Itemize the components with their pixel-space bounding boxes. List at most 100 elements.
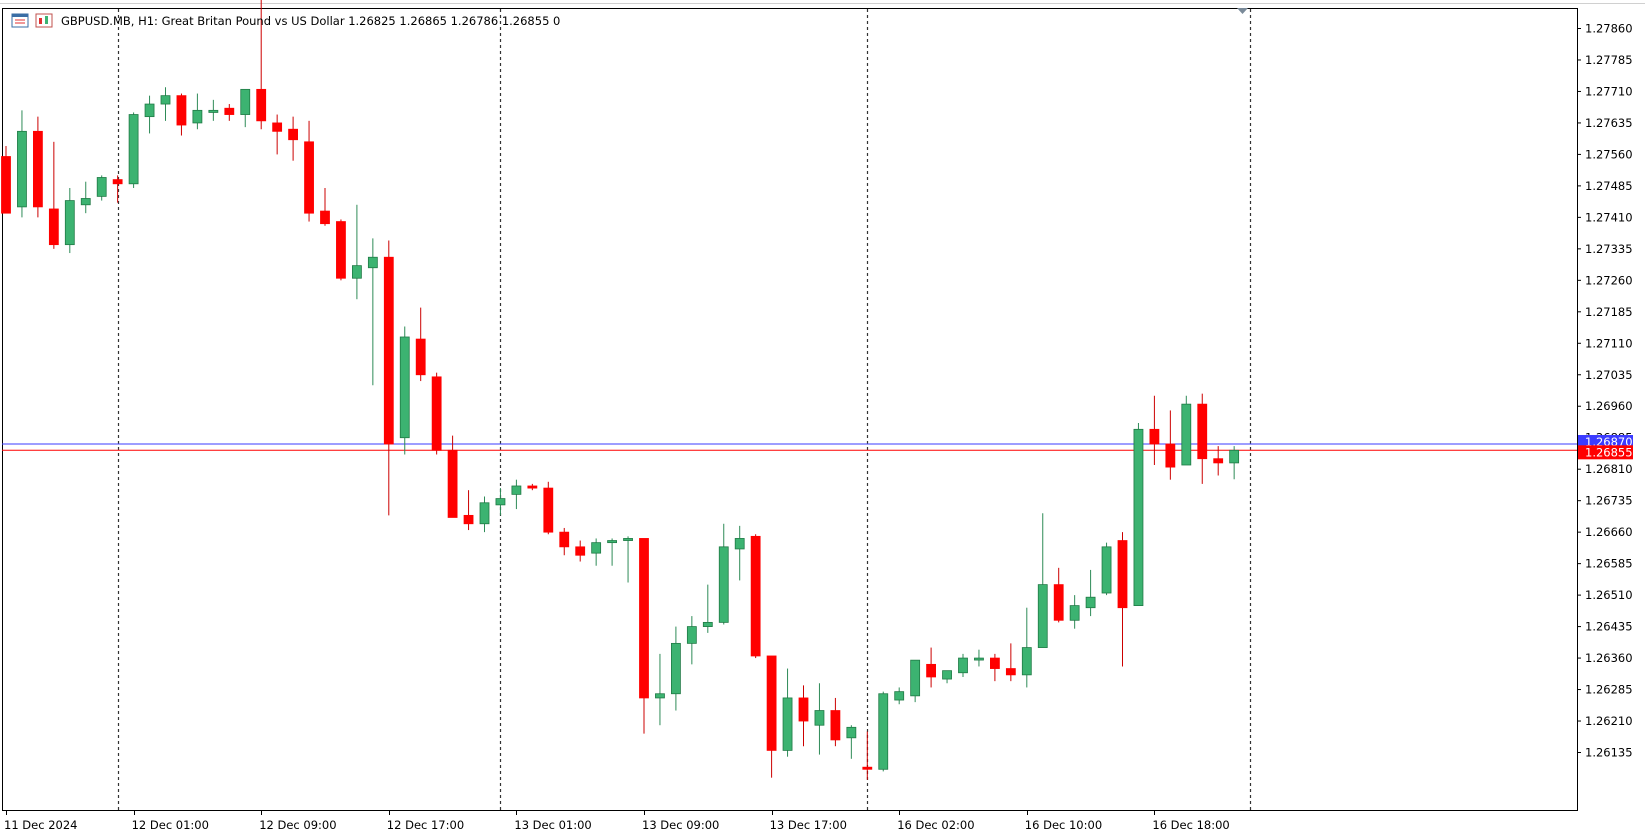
candle-body-bullish	[1229, 449, 1240, 464]
symbol-info-text: GBPUSD.MB, H1: Great Britan Pound vs US …	[61, 14, 560, 28]
candle-body-bearish	[415, 338, 426, 376]
candle	[718, 523, 729, 625]
candle-body-bullish	[192, 109, 203, 124]
chart-shift-marker-icon[interactable]	[1237, 8, 1248, 14]
candle-body-bullish	[782, 697, 793, 751]
candle	[1229, 446, 1240, 480]
price-tick-label: 1.27560	[1585, 147, 1633, 161]
candle-body-bullish	[1181, 403, 1192, 466]
candle-body-bullish	[399, 336, 410, 439]
candle	[64, 187, 75, 254]
candle-body-bullish	[1069, 605, 1080, 621]
candle-body-bullish	[814, 710, 825, 726]
price-tick-label: 1.27860	[1585, 22, 1633, 36]
day-separators	[117, 9, 1252, 810]
candle	[1085, 569, 1096, 617]
candle	[1213, 446, 1224, 476]
candle-body-bullish	[607, 540, 617, 544]
candle	[128, 112, 139, 188]
candle-body-bullish	[671, 642, 681, 695]
price-tick-label: 1.26360	[1585, 651, 1633, 665]
candle-body-bullish	[1037, 584, 1048, 648]
candle	[1101, 542, 1112, 596]
time-tick-label: 11 Dec 2024	[4, 818, 77, 832]
candle-body-bullish	[718, 546, 729, 623]
symbol-header: GBPUSD.MB, H1: Great Britan Pound vs US …	[11, 13, 560, 28]
candle-body-bearish	[288, 128, 299, 141]
candle-body-bullish	[878, 693, 889, 770]
candle	[288, 116, 299, 161]
candle-body-bullish	[1085, 596, 1096, 609]
candle	[1037, 513, 1048, 648]
candle	[671, 626, 681, 711]
candle	[399, 326, 410, 455]
candle	[1181, 395, 1192, 466]
price-axis[interactable]: 1.27860 1.27785 1.27710 1.27635 1.27560 1.274…	[1577, 22, 1633, 760]
candle	[1197, 393, 1208, 484]
candle	[224, 104, 235, 121]
time-tick-label: 16 Dec 02:00	[897, 818, 974, 832]
price-tick-label: 1.27410	[1585, 210, 1633, 224]
candle	[782, 668, 793, 757]
price-tick-label: 1.27635	[1585, 116, 1633, 130]
candle-body-bullish	[702, 621, 713, 627]
candle-body-bearish	[463, 514, 474, 525]
price-tick-label: 1.27035	[1585, 368, 1633, 382]
candle	[176, 93, 187, 136]
price-tick-label: 1.26510	[1585, 588, 1633, 602]
candle	[33, 116, 43, 218]
candle-body-bearish	[559, 531, 570, 548]
candle-body-bearish	[256, 88, 267, 122]
candle	[575, 540, 586, 562]
candle-body-bearish	[224, 107, 235, 115]
time-tick-label: 16 Dec 10:00	[1025, 818, 1102, 832]
candle-body-bullish	[1101, 546, 1112, 594]
candle-body-bullish	[910, 659, 921, 697]
price-tick-label: 1.26585	[1585, 557, 1633, 571]
candle-body-bearish	[33, 130, 43, 208]
candle	[479, 496, 490, 533]
time-axis[interactable]: 11 Dec 2024 12 Dec 01:00 12 Dec 09:00 12 De…	[4, 810, 1230, 832]
candle-body-bullish	[17, 130, 27, 208]
candle-body-bearish	[639, 538, 649, 699]
bid-price-label-text: 1.26855	[1585, 445, 1633, 459]
time-tick-label: 16 Dec 18:00	[1152, 818, 1229, 832]
time-tick-label: 12 Dec 17:00	[387, 818, 464, 832]
price-tick-label: 1.26135	[1585, 746, 1633, 760]
price-tick-label: 1.27260	[1585, 273, 1633, 287]
candle	[447, 435, 458, 518]
candle-body-bullish	[1133, 428, 1144, 607]
candle	[48, 141, 59, 249]
candle	[320, 187, 330, 226]
candle-body-bullish	[511, 485, 522, 495]
chart-window-icon[interactable]	[11, 13, 29, 28]
bid-price-label-box	[1578, 445, 1633, 460]
candle-body-bearish	[830, 710, 841, 741]
candle	[639, 538, 649, 734]
candle-body-bearish	[862, 766, 873, 770]
candle-body-bearish	[1117, 540, 1128, 609]
candle	[208, 99, 219, 121]
candle	[942, 670, 952, 684]
chart-type-icon[interactable]	[35, 13, 53, 28]
candle	[623, 536, 633, 583]
time-tick-label: 13 Dec 01:00	[514, 818, 591, 832]
price-tick-label: 1.27335	[1585, 242, 1633, 256]
candle-body-bullish	[591, 542, 602, 554]
candle-body-bearish	[1, 156, 11, 214]
candle-body-bearish	[766, 655, 777, 751]
candle	[990, 653, 1000, 682]
plot-frame	[2, 8, 1578, 811]
candle-body-bullish	[479, 502, 490, 525]
candle-body-bullish	[208, 109, 219, 113]
candle-body-bearish	[176, 95, 187, 126]
price-tick-label: 1.27710	[1585, 84, 1633, 98]
candle-body-bearish	[798, 697, 809, 722]
candle-body-bullish	[1021, 647, 1032, 676]
candle-body-bullish	[351, 265, 362, 279]
candle	[1149, 395, 1160, 465]
candle	[559, 527, 570, 556]
candle	[304, 120, 314, 222]
